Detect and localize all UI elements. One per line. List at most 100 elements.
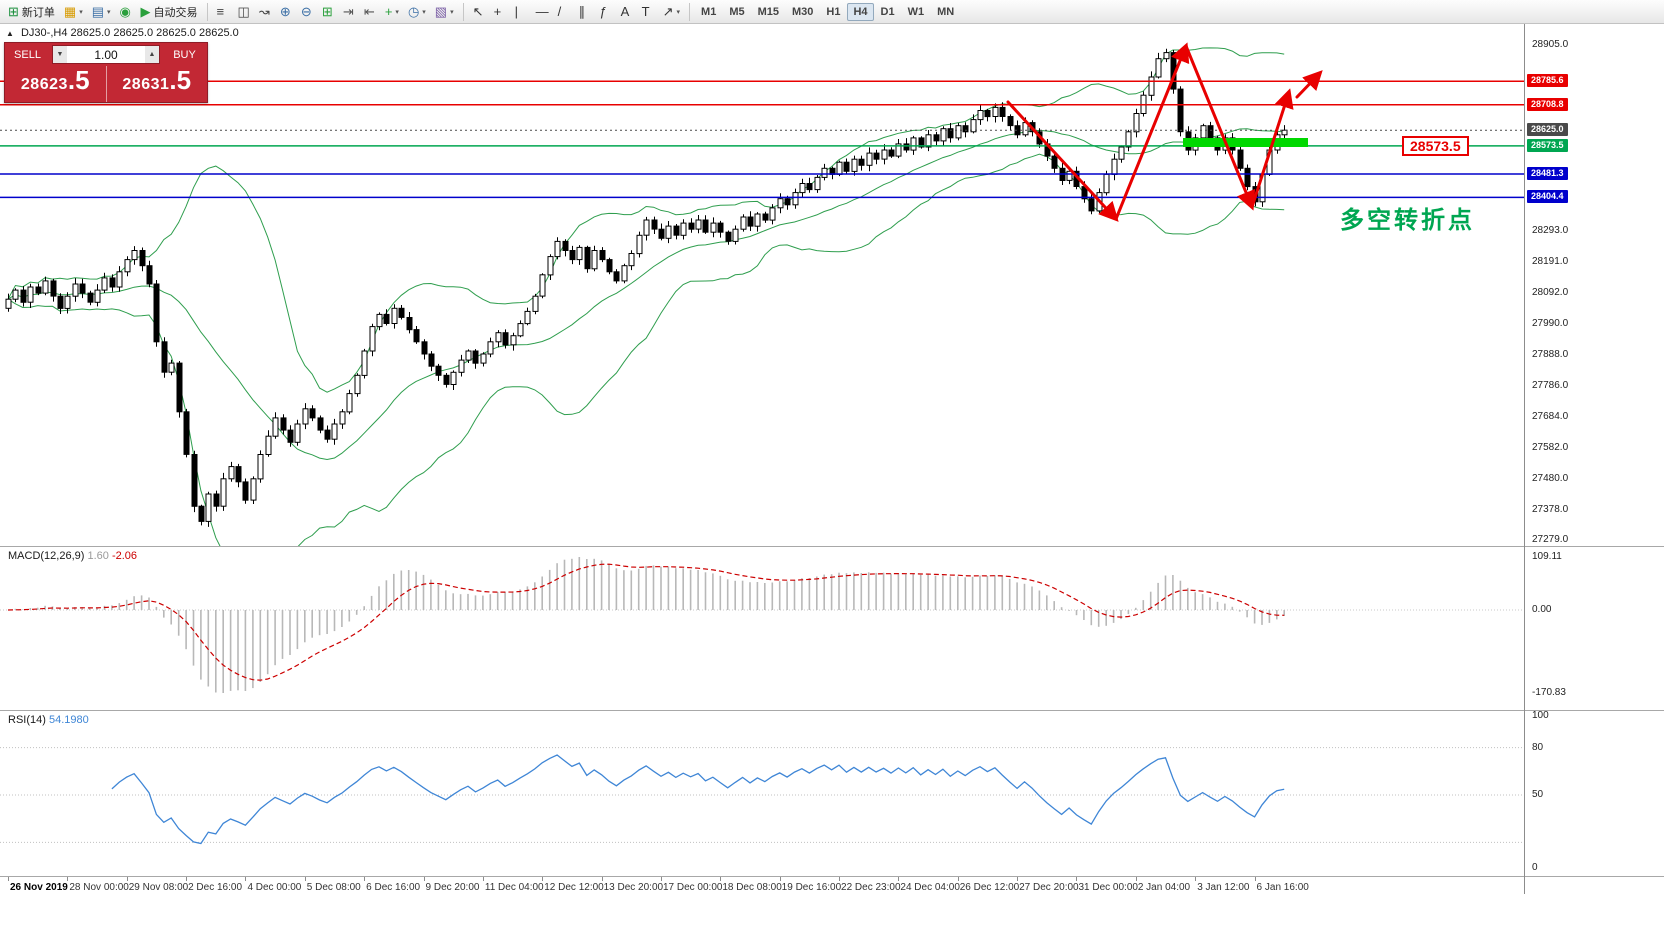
rsi-panel-separator[interactable] (0, 710, 1664, 711)
timeframe-m15-button[interactable]: M15 (757, 5, 779, 18)
turning-point-annotation[interactable]: 多空转折点 (1340, 207, 1475, 234)
cursor-button[interactable]: ↖ (469, 2, 489, 22)
text-button[interactable]: A (617, 2, 637, 22)
macd-panel-canvas[interactable] (0, 546, 1524, 710)
level-price-label[interactable]: 28481.3 (1527, 166, 1568, 180)
dropdown-caret-icon: ▾ (450, 8, 454, 16)
bollinger-bands (7, 47, 1285, 546)
autotrading-button-label: 自动交易 (153, 6, 198, 19)
templates-button[interactable]: ▧ ▾ (431, 2, 458, 22)
timeframe-h4-button[interactable]: H4 (847, 2, 874, 21)
main-toolbar: ⊞ 新订单 ▦ ▾ ▤ ▾ ◉ ▶ 自动交易 ≡ ◫ ↝ ⊕ ⊖ ⊞ ⇥ ⇤ + ▾ ◷ ▾ ▧ ▾ ↖ + | — / ∥ ƒ A T ↗ ▾ M… (0, 0, 1664, 24)
rsi-line (111, 754, 1285, 845)
bar-chart-button[interactable]: ≡ (213, 2, 233, 22)
new-order-icon: ⊞ (8, 4, 19, 19)
zoom-out-button[interactable]: ⊖ (297, 2, 317, 22)
community-button[interactable]: ◉ (116, 2, 136, 22)
autotrading-button[interactable]: ▶ 自动交易 (137, 2, 202, 22)
tile-windows-button[interactable]: ⊞ (318, 2, 338, 22)
bar-chart-icon: ≡ (216, 4, 225, 19)
auto-scroll-button[interactable]: ⇥ (339, 2, 359, 22)
dropdown-caret-icon: ▾ (107, 8, 111, 16)
sell-price-button[interactable]: 28623 .5 (5, 66, 106, 102)
price-tick-label: 27684.0 (1532, 410, 1569, 422)
fibonacci-button[interactable]: ƒ (596, 2, 616, 22)
channel-button[interactable]: ∥ (575, 2, 595, 22)
one-click-collapse-button[interactable]: ▲ (6, 29, 14, 38)
horizontal-line-button[interactable]: — (532, 2, 553, 22)
chart-shift-button[interactable]: ⇤ (360, 2, 380, 22)
price-tick-label: 27279.0 (1532, 534, 1569, 545)
rsi-indicator-label: RSI(14) 54.1980 (8, 714, 89, 726)
macd-panel-separator[interactable] (0, 546, 1664, 547)
time-label: 3 Jan 12:00 (1197, 882, 1250, 893)
macd-histogram (14, 557, 1285, 693)
chart-shift-icon: ⇤ (363, 4, 375, 19)
timeframe-h1-button[interactable]: H1 (826, 5, 841, 18)
toolbar-separator (462, 2, 464, 21)
time-tick (1195, 877, 1197, 881)
price-tick-label: 28092.0 (1532, 286, 1569, 298)
price-chart-canvas[interactable] (0, 24, 1524, 546)
community-icon: ◉ (119, 4, 131, 19)
green-highlight-band[interactable] (1183, 138, 1308, 147)
indicators-icon: + (384, 4, 393, 19)
chart-title: ▲ DJ30-,H4 28625.0 28625.0 28625.0 28625… (6, 27, 239, 39)
trend-zigzag-arrows[interactable] (1006, 42, 1323, 222)
level-price-label[interactable]: 28573.5 (1527, 138, 1568, 152)
timeframe-m30-button[interactable]: M30 (792, 5, 814, 18)
time-tick (1076, 877, 1078, 881)
zoom-in-button[interactable]: ⊕ (276, 2, 296, 22)
price-tick-label: 27582.0 (1532, 441, 1569, 453)
arrows-button[interactable]: ↗ ▾ (659, 2, 684, 22)
channel-icon: ∥ (578, 4, 586, 19)
time-tick (1017, 877, 1019, 881)
time-label: 5 Dec 08:00 (306, 882, 361, 893)
label-button[interactable]: T (638, 2, 658, 22)
rsi-value: 54.1980 (48, 714, 89, 726)
time-tick (898, 877, 900, 881)
pivot-price-callout[interactable]: 28573.5 (1402, 136, 1469, 156)
macd-scale-label: 109.11 (1532, 550, 1562, 562)
rsi-scale-label: 80 (1532, 741, 1544, 753)
level-price-label[interactable]: 28785.6 (1527, 74, 1568, 88)
time-tick (245, 877, 247, 881)
buy-price-button[interactable]: 28631 .5 (105, 66, 208, 102)
volume-input[interactable] (67, 46, 145, 63)
candlestick-button[interactable]: ◫ (234, 2, 254, 22)
indicators-button[interactable]: + ▾ (381, 2, 403, 22)
line-chart-button[interactable]: ↝ (255, 2, 275, 22)
new-chart-button[interactable]: ▦ ▾ (60, 2, 87, 22)
price-scale[interactable]: 28905.0 28293.0 28191.0 28092.0 27990.0 27888… (1526, 0, 1664, 894)
time-label: 28 Nov 00:00 (69, 882, 129, 893)
rsi-panel-canvas[interactable] (0, 710, 1524, 876)
rsi-scale-label: 50 (1532, 789, 1544, 800)
auto-scroll-icon: ⇥ (342, 4, 354, 19)
timeframe-d1-button[interactable]: D1 (880, 5, 895, 18)
time-axis[interactable]: 26 Nov 2019 28 Nov 00:00 29 Nov 08:00 2 Dec… (0, 877, 1524, 894)
level-price-label[interactable]: 28404.4 (1527, 190, 1568, 204)
price-scale-border (1524, 24, 1525, 894)
periods-button[interactable]: ◷ ▾ (404, 2, 430, 22)
level-price-label[interactable]: 28708.8 (1527, 97, 1568, 111)
price-tick-label: 28905.0 (1532, 39, 1569, 50)
vertical-line-icon: | (514, 4, 518, 19)
toolbar-separator (206, 2, 208, 21)
timeframe-m5-button[interactable]: M5 (729, 5, 745, 18)
crosshair-button[interactable]: + (490, 2, 510, 22)
time-label: 12 Dec 12:00 (544, 882, 604, 893)
timeframe-m1-button[interactable]: M1 (701, 5, 717, 18)
timeframe-mn-button[interactable]: MN (937, 5, 955, 18)
timeframe-w1-button[interactable]: W1 (907, 5, 925, 18)
price-tick-label: 28293.0 (1532, 225, 1569, 237)
volume-up-button[interactable]: ▲ (145, 46, 159, 63)
current-price-label[interactable]: 28625.0 (1527, 123, 1568, 137)
trendline-button[interactable]: / (554, 2, 574, 22)
volume-down-button[interactable]: ▼ (53, 46, 67, 63)
time-label: 4 Dec 00:00 (247, 882, 302, 893)
vertical-line-button[interactable]: | (511, 2, 531, 22)
time-tick (1254, 877, 1256, 881)
buy-price-main: 28631 (122, 76, 170, 93)
new-order-button[interactable]: ⊞ 新订单 (4, 2, 59, 22)
profiles-button[interactable]: ▤ ▾ (88, 2, 115, 22)
